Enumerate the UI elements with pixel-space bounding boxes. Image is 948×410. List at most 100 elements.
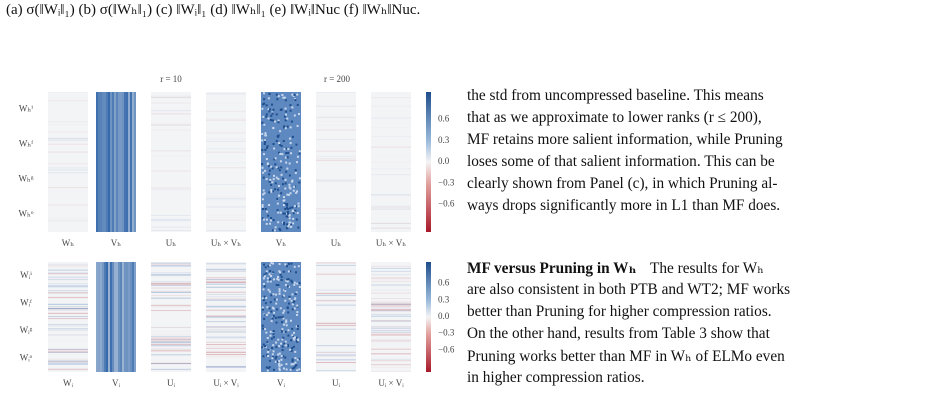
noise: [266, 336, 269, 339]
noise: [265, 113, 268, 116]
noise: [262, 103, 265, 106]
stripe: [130, 262, 132, 372]
stripe: [106, 262, 108, 372]
row-line: [316, 117, 356, 118]
row-line: [206, 277, 246, 279]
noise: [296, 103, 299, 106]
noise: [294, 172, 297, 175]
noise: [285, 279, 288, 282]
stripe: [110, 92, 112, 232]
text-line: MF retains more salient information, whi…: [467, 131, 783, 148]
noise: [273, 229, 276, 232]
noise: [286, 227, 289, 230]
row-line: [371, 277, 411, 279]
noise: [284, 107, 287, 110]
noise: [270, 165, 273, 168]
noise: [266, 145, 269, 148]
noise: [293, 298, 296, 301]
noise: [266, 146, 269, 149]
noise: [281, 349, 284, 352]
heatmap: [48, 92, 88, 232]
noise: [285, 110, 288, 113]
noise: [278, 292, 281, 295]
row-line: [206, 326, 246, 328]
row-line: [48, 283, 88, 285]
row-line: [48, 318, 88, 320]
row-line: [206, 306, 246, 308]
noise: [295, 161, 298, 164]
noise: [277, 167, 280, 170]
noise: [273, 120, 276, 123]
noise: [265, 331, 268, 334]
noise: [289, 207, 292, 210]
heatmap-bg: [151, 262, 191, 372]
row-line: [151, 308, 191, 309]
row-line: [316, 322, 356, 324]
text-line: the std from uncompressed baseline. This…: [467, 87, 764, 104]
row-line: [316, 304, 356, 306]
row-line: [206, 350, 246, 352]
noise: [272, 368, 275, 371]
row-line: [371, 358, 411, 360]
noise: [269, 330, 272, 333]
noise: [264, 345, 267, 348]
noise: [282, 367, 285, 370]
noise: [291, 93, 294, 96]
row-line: [371, 208, 411, 210]
stripe: [114, 262, 116, 372]
row-line: [206, 281, 246, 283]
row-line: [371, 331, 411, 333]
heatmap-bg: [151, 92, 191, 232]
row-line: [48, 172, 88, 174]
noise: [273, 158, 276, 161]
row-line: [316, 160, 356, 162]
noise: [277, 134, 280, 137]
row-line: [206, 230, 246, 232]
noise: [286, 203, 289, 206]
noise: [298, 152, 301, 155]
text-line: The results for Wₕ: [650, 260, 764, 277]
noise: [286, 306, 289, 309]
noise: [295, 291, 298, 294]
noise: [274, 157, 277, 160]
row-line: [206, 278, 246, 280]
row-line: [48, 279, 88, 281]
noise: [265, 270, 268, 273]
row-line: [206, 110, 246, 112]
noise: [277, 316, 280, 319]
row-line: [316, 179, 356, 181]
noise: [289, 368, 292, 371]
row-line: [316, 264, 356, 266]
noise: [269, 280, 272, 283]
row-line: [206, 299, 246, 301]
row-line: [151, 170, 191, 172]
noise: [272, 355, 275, 358]
noise: [267, 354, 270, 357]
noise: [272, 108, 275, 111]
noise: [262, 277, 265, 280]
row-line: [206, 263, 246, 265]
noise: [286, 117, 289, 120]
column-label: Vᵢ: [112, 378, 120, 388]
row-line: [371, 310, 411, 312]
colorbar-tick-label: 0.6: [438, 114, 450, 124]
noise: [291, 367, 294, 370]
row-line: [206, 296, 246, 298]
noise: [291, 180, 294, 183]
row-line: [48, 362, 88, 364]
row-line: [371, 325, 411, 327]
row-line: [206, 330, 246, 332]
noise: [272, 350, 275, 353]
row-line: [316, 105, 356, 107]
heatmap-bg: [48, 262, 88, 372]
noise: [269, 264, 272, 267]
row-line: [206, 291, 246, 293]
noise: [266, 369, 269, 372]
noise: [293, 366, 296, 369]
stripe: [98, 262, 100, 372]
noise: [292, 301, 295, 304]
noise: [275, 355, 278, 358]
column-label: Uₕ × Vₕ: [211, 238, 241, 248]
row-line: [371, 302, 411, 304]
row-line: [371, 348, 411, 350]
